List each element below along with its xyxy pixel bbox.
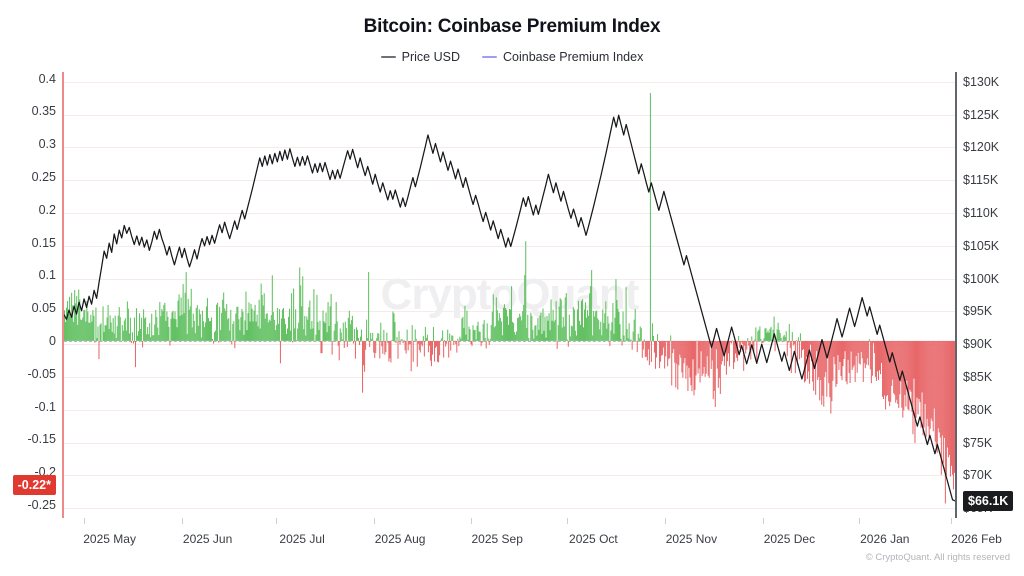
y-axis-left-tick: 0.25 bbox=[31, 169, 56, 184]
legend-item-coinbase-premium-index[interactable]: Coinbase Premium Index bbox=[481, 50, 644, 64]
y-axis-left-tick: 0.05 bbox=[31, 301, 56, 316]
gridline bbox=[64, 147, 955, 149]
premium-bars-positive bbox=[64, 92, 870, 342]
x-axis-tick-mark bbox=[276, 518, 278, 524]
y-axis-right-tick: $90K bbox=[963, 337, 993, 352]
chart-legend: Price USD Coinbase Premium Index bbox=[0, 50, 1024, 64]
gridline bbox=[64, 409, 955, 411]
y-axis-left-tick: 0 bbox=[49, 333, 56, 348]
x-axis-tick-label: 2025 Sep bbox=[471, 532, 523, 546]
y-axis-left-tick: 0.3 bbox=[38, 137, 56, 152]
right-axis-line bbox=[955, 72, 957, 518]
x-axis-tick-label: 2025 May bbox=[83, 532, 136, 546]
y-axis-right-tick: $95K bbox=[963, 304, 993, 319]
y-axis-right: $130K $125K $120K $115K $110K $105K $100K $95K $… bbox=[963, 72, 1024, 518]
y-axis-right-tick: $125K bbox=[963, 107, 1000, 122]
y-axis-right-tick: $75K bbox=[963, 435, 993, 450]
y-axis-left: 0.4 0.35 0.3 0.25 0.2 0.15 0.1 0.05 0 -0.05 -0.1 -0… bbox=[0, 72, 56, 518]
legend-dash-price-usd bbox=[380, 56, 396, 58]
left-axis-line bbox=[62, 72, 64, 518]
series-canvas bbox=[64, 92, 955, 504]
premium-bars-negative bbox=[94, 340, 955, 504]
gridline bbox=[64, 508, 955, 510]
page-title: Bitcoin: Coinbase Premium Index bbox=[363, 16, 661, 37]
y-axis-left-tick: 0.1 bbox=[38, 268, 56, 283]
x-axis-tick-label: 2025 Aug bbox=[374, 532, 426, 546]
price-usd-line bbox=[64, 114, 955, 502]
legend-item-price-usd[interactable]: Price USD bbox=[380, 50, 460, 64]
x-axis-tick-mark bbox=[374, 518, 376, 524]
x-axis-tick-label: 2025 Jul bbox=[279, 532, 325, 546]
y-axis-right-tick: $110K bbox=[963, 206, 999, 220]
x-axis-tick-mark bbox=[665, 518, 667, 524]
y-axis-right-tick: $130K bbox=[963, 74, 1000, 89]
gridline bbox=[64, 213, 955, 214]
x-axis-tick-mark bbox=[858, 518, 860, 524]
y-axis-right-tick: $100K bbox=[963, 271, 1000, 286]
gridline bbox=[64, 344, 955, 346]
gridline bbox=[64, 81, 955, 83]
x-axis-tick-label: 2026 Jan bbox=[860, 532, 910, 546]
y-axis-right-tick: $80K bbox=[963, 402, 993, 417]
y-axis-right-tick: $105K bbox=[963, 238, 1000, 253]
current-premium-badge: -0.22* bbox=[12, 475, 56, 496]
x-axis-tick-mark bbox=[950, 518, 952, 524]
x-axis-tick-mark bbox=[567, 518, 569, 524]
y-axis-right-tick: $70K bbox=[963, 468, 993, 483]
gridline bbox=[64, 442, 955, 444]
legend-label-price-usd: Price USD bbox=[401, 50, 460, 64]
y-axis-left-tick: -0.25 bbox=[27, 497, 57, 512]
y-axis-left-tick: 0.15 bbox=[31, 235, 56, 250]
gridline bbox=[64, 278, 955, 280]
y-axis-right-tick: $120K bbox=[963, 140, 1000, 155]
x-axis-tick-mark bbox=[763, 518, 765, 524]
zero-baseline bbox=[64, 340, 955, 342]
x-axis-tick-label: 2026 Feb bbox=[951, 532, 1002, 546]
x-axis-tick-label: 2025 Dec bbox=[763, 532, 816, 546]
y-axis-left-tick: 0.2 bbox=[38, 202, 56, 217]
current-price-badge: $66.1K bbox=[963, 490, 1014, 511]
plot-area: CryptoQuant bbox=[64, 72, 955, 518]
x-axis-tick-mark bbox=[181, 518, 183, 524]
y-axis-right-tick: $85K bbox=[963, 370, 993, 384]
y-axis-right-tick: $115K bbox=[963, 173, 999, 188]
legend-dash-coinbase-premium-index bbox=[481, 56, 497, 58]
x-axis-tick-label: 2025 Nov bbox=[665, 532, 718, 546]
y-axis-left-tick: -0.05 bbox=[27, 366, 57, 381]
gridline bbox=[64, 475, 955, 477]
y-axis-left-tick: 0.4 bbox=[38, 71, 56, 86]
x-axis: 2025 May 2025 Jun 2025 Jul 2025 Aug 2025 Sep… bbox=[64, 518, 1002, 546]
gridline bbox=[64, 180, 955, 182]
gridline bbox=[64, 377, 955, 378]
x-axis-tick-label: 2025 Jun bbox=[182, 532, 233, 546]
x-axis-tick-mark bbox=[471, 518, 473, 524]
y-axis-left-tick: 0.35 bbox=[31, 104, 56, 119]
gridline bbox=[64, 114, 955, 116]
x-axis-tick-label: 2025 Oct bbox=[569, 532, 618, 546]
x-axis-tick-mark bbox=[83, 518, 85, 524]
legend-label-coinbase-premium-index: Coinbase Premium Index bbox=[502, 50, 644, 64]
gridline bbox=[64, 245, 955, 247]
y-axis-left-tick: -0.15 bbox=[27, 432, 57, 447]
y-axis-left-tick: -0.1 bbox=[34, 399, 56, 414]
copyright-text: © CryptoQuant. All rights reserved bbox=[865, 552, 1010, 563]
